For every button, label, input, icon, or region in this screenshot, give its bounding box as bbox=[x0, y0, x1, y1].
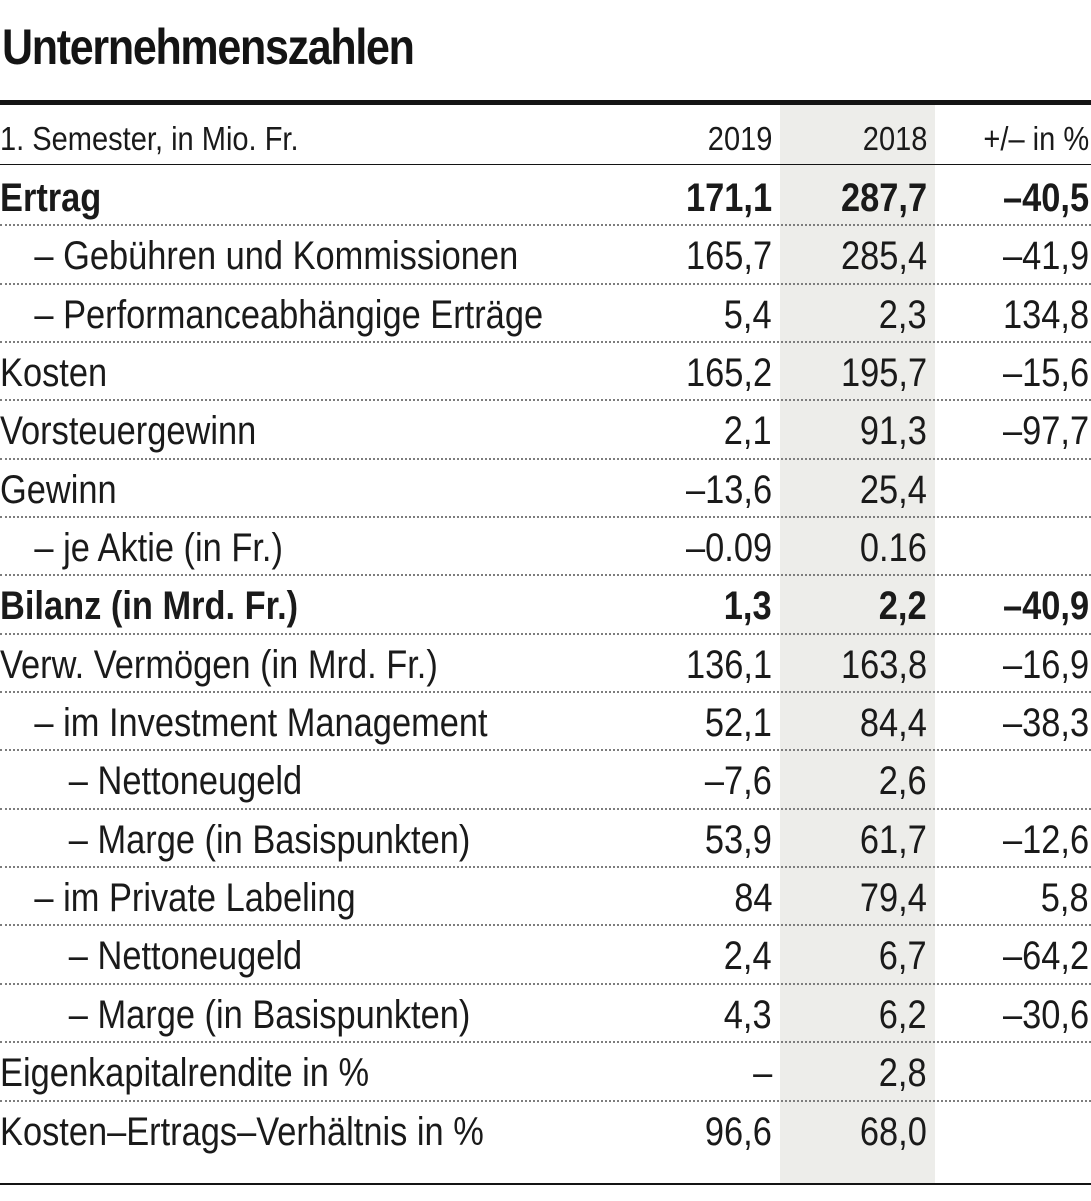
table-row: – Marge (in Basispunkten) 53,9 61,7 –12,6 bbox=[0, 810, 1091, 869]
row-label: Ertrag bbox=[0, 176, 102, 220]
row-label: – Nettoneugeld bbox=[68, 934, 303, 979]
table-row: – Nettoneugeld –7,6 2,6 bbox=[0, 751, 1091, 810]
value-2018: 91,3 bbox=[860, 409, 927, 454]
row-label: – Performanceabhängige Erträge bbox=[34, 292, 544, 337]
row-label: Kosten–Ertrags–Verhältnis in % bbox=[0, 1109, 484, 1154]
value-2019: 1,3 bbox=[724, 584, 772, 629]
value-change-percent: 5,8 bbox=[1041, 876, 1089, 921]
value-2019: 2,4 bbox=[724, 934, 772, 979]
value-2018: 61,7 bbox=[860, 817, 927, 862]
row-label: Verw. Vermögen (in Mrd. Fr.) bbox=[0, 642, 438, 687]
value-2018: 2,8 bbox=[879, 1051, 927, 1096]
row-label: – im Investment Management bbox=[34, 701, 488, 746]
figures-table: Ertrag 171,1 287,7 –40,5 – Gebühren und Komm… bbox=[0, 168, 1091, 1160]
table-row: Eigenkapitalrendite in % – 2,8 bbox=[0, 1043, 1091, 1102]
row-label: – im Private Labeling bbox=[34, 876, 356, 921]
value-2018: 163,8 bbox=[840, 642, 927, 687]
row-label: Eigenkapitalrendite in % bbox=[0, 1051, 370, 1096]
value-2018: 285,4 bbox=[840, 234, 927, 279]
value-change-percent: 134,8 bbox=[1002, 292, 1089, 337]
value-2019: 165,7 bbox=[685, 234, 772, 279]
value-change-percent: –38,3 bbox=[1002, 701, 1089, 746]
table-header: 1. Semester, in Mio. Fr. 2019 2018 +/– i… bbox=[0, 112, 1091, 165]
value-2018: 195,7 bbox=[840, 351, 927, 396]
value-2019: 96,6 bbox=[705, 1109, 772, 1154]
value-2018: 2,6 bbox=[879, 759, 927, 804]
bottom-divider bbox=[0, 1183, 1091, 1185]
title-divider bbox=[0, 100, 1091, 105]
header-label: 1. Semester, in Mio. Fr. bbox=[0, 120, 299, 157]
row-label: – Gebühren und Kommissionen bbox=[34, 234, 519, 279]
table-row: Vorsteuergewinn 2,1 91,3 –97,7 bbox=[0, 401, 1091, 460]
value-2019: – bbox=[752, 1051, 772, 1096]
value-2018: 68,0 bbox=[860, 1109, 927, 1154]
value-2018: 84,4 bbox=[860, 701, 927, 746]
value-2018: 79,4 bbox=[860, 876, 927, 921]
table-row: Kosten 165,2 195,7 –15,6 bbox=[0, 343, 1091, 402]
value-change-percent: –16,9 bbox=[1002, 642, 1089, 687]
table-row: Bilanz (in Mrd. Fr.) 1,3 2,2 –40,9 bbox=[0, 576, 1091, 635]
row-label: Vorsteuergewinn bbox=[0, 409, 257, 454]
value-2019: 171,1 bbox=[685, 176, 772, 220]
value-2019: 165,2 bbox=[685, 351, 772, 396]
value-change-percent: –41,9 bbox=[1002, 234, 1089, 279]
value-2018: 287,7 bbox=[840, 176, 927, 220]
value-2018: 0.16 bbox=[860, 526, 927, 571]
value-2018: 2,3 bbox=[879, 292, 927, 337]
value-change-percent: –97,7 bbox=[1002, 409, 1089, 454]
row-label: Kosten bbox=[0, 351, 108, 396]
value-2019: –7,6 bbox=[705, 759, 772, 804]
header-col-2018: 2018 bbox=[862, 120, 927, 157]
table-row: Gewinn –13,6 25,4 bbox=[0, 460, 1091, 519]
table-row: Ertrag 171,1 287,7 –40,5 bbox=[0, 168, 1091, 227]
value-change-percent: –30,6 bbox=[1002, 992, 1089, 1037]
header-col-change: +/– in % bbox=[983, 120, 1089, 157]
value-2019: 2,1 bbox=[724, 409, 772, 454]
header-col-2019: 2019 bbox=[707, 120, 772, 157]
value-change-percent: –15,6 bbox=[1002, 351, 1089, 396]
table-row: – Nettoneugeld 2,4 6,7 –64,2 bbox=[0, 926, 1091, 985]
row-label: – Nettoneugeld bbox=[68, 759, 303, 804]
value-2019: 53,9 bbox=[705, 817, 772, 862]
value-2019: 5,4 bbox=[724, 292, 772, 337]
table-row: – Marge (in Basispunkten) 4,3 6,2 –30,6 bbox=[0, 985, 1091, 1044]
value-2018: 2,2 bbox=[879, 584, 927, 629]
table-row: – im Investment Management 52,1 84,4 –38,3 bbox=[0, 693, 1091, 752]
row-label: Gewinn bbox=[0, 467, 117, 512]
value-2019: 4,3 bbox=[724, 992, 772, 1037]
value-2018: 25,4 bbox=[860, 467, 927, 512]
value-change-percent: –40,9 bbox=[1002, 584, 1089, 629]
table-row: Kosten–Ertrags–Verhältnis in % 96,6 68,0 bbox=[0, 1102, 1091, 1160]
table-row: – je Aktie (in Fr.) –0.09 0.16 bbox=[0, 518, 1091, 577]
table-row: Verw. Vermögen (in Mrd. Fr.) 136,1 163,8 –1… bbox=[0, 635, 1091, 694]
value-2019: –0.09 bbox=[685, 526, 772, 571]
column-2018-shading bbox=[780, 105, 935, 1185]
value-2019: 136,1 bbox=[685, 642, 772, 687]
row-label: Bilanz (in Mrd. Fr.) bbox=[0, 584, 299, 629]
table-row: – im Private Labeling 84 79,4 5,8 bbox=[0, 868, 1091, 927]
page-title: Unternehmenszahlen bbox=[2, 19, 415, 75]
row-label: – Marge (in Basispunkten) bbox=[68, 992, 471, 1037]
value-change-percent: –12,6 bbox=[1002, 817, 1089, 862]
row-label: – je Aktie (in Fr.) bbox=[34, 526, 283, 571]
value-2018: 6,2 bbox=[879, 992, 927, 1037]
table-row: – Gebühren und Kommissionen 165,7 285,4 –41… bbox=[0, 226, 1091, 285]
row-label: – Marge (in Basispunkten) bbox=[68, 817, 471, 862]
value-change-percent: –64,2 bbox=[1002, 934, 1089, 979]
value-2019: 84 bbox=[733, 876, 772, 921]
table-row: – Performanceabhängige Erträge 5,4 2,3 134,… bbox=[0, 285, 1091, 344]
value-2019: 52,1 bbox=[705, 701, 772, 746]
value-2018: 6,7 bbox=[879, 934, 927, 979]
value-2019: –13,6 bbox=[685, 467, 772, 512]
value-change-percent: –40,5 bbox=[1002, 176, 1089, 220]
